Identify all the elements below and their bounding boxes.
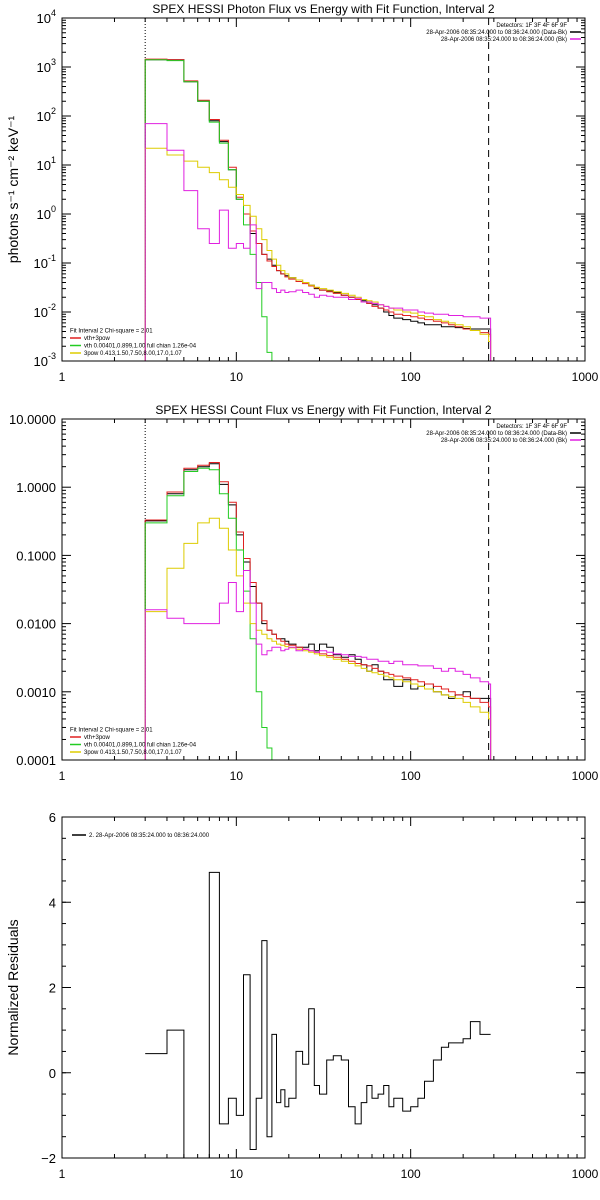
legend-text: Detectors: 1F 3F 4F 6F 9F bbox=[496, 424, 567, 430]
y-tick-label: 0.1000 bbox=[16, 548, 56, 563]
y-tick-label: 100 bbox=[37, 204, 56, 222]
x-tick-label: 10 bbox=[230, 769, 244, 783]
x-tick-label: 1 bbox=[59, 370, 66, 384]
x-tick-label: 1 bbox=[59, 1167, 66, 1181]
series-line bbox=[144, 59, 273, 361]
y-tick-label: 104 bbox=[37, 8, 56, 26]
x-tick-label: 1000 bbox=[572, 1167, 599, 1181]
x-tick-label: 1 bbox=[59, 769, 66, 783]
plot-frame bbox=[61, 816, 586, 1159]
legend-text: 28-Apr-2006 08:35:24.000 to 08:36:24.000… bbox=[426, 30, 567, 36]
y-tick-label: 101 bbox=[37, 155, 56, 173]
y-tick-label: 0.0100 bbox=[16, 617, 56, 632]
x-tick-label: 100 bbox=[401, 370, 421, 384]
chart-title: SPEX HESSI Photon Flux vs Energy with Fi… bbox=[152, 2, 494, 16]
legend-text: vth+3pow bbox=[84, 336, 111, 342]
chart-panel-2: SPEX HESSI Count Flux vs Energy with Fit… bbox=[9, 403, 599, 783]
y-tick-label: 0.0010 bbox=[16, 685, 56, 700]
y-tick-label: 0 bbox=[49, 1066, 56, 1081]
legend-text: 2. 28-Apr-2006 08:35:24.000 to 08:36:24.… bbox=[89, 833, 210, 839]
chart-panel-3: 1 10 100 1000 −2 0 2 4 6 Normalized Residuals 2. 2… bbox=[5, 810, 599, 1181]
series-line bbox=[145, 871, 491, 1158]
y-tick-label: 4 bbox=[49, 895, 56, 910]
y-axis-label: photons s⁻¹ cm⁻² keV⁻¹ bbox=[5, 115, 21, 263]
plot-frame bbox=[61, 418, 586, 761]
series-line bbox=[144, 467, 275, 760]
y-tick-label: 10.0000 bbox=[9, 412, 56, 427]
legend-text: 28-Apr-2006 08:35:24.000 to 08:36:24.000… bbox=[441, 37, 567, 43]
x-tick-label: 10 bbox=[230, 370, 244, 384]
legend-text: 28-Apr-2006 08:35:24.000 to 08:36:24.000… bbox=[441, 438, 567, 444]
series-line bbox=[144, 147, 492, 361]
series-line bbox=[144, 517, 492, 760]
legend-text: Fit Interval 2 Chi-square = 2.01 bbox=[70, 728, 153, 734]
y-tick-label: 6 bbox=[49, 810, 56, 825]
legend-text: 3pow 0.413,1.50,7.50,8.00,17.0,1.07 bbox=[84, 351, 182, 357]
legend-text: vth+3pow bbox=[84, 735, 111, 741]
series-line bbox=[144, 462, 492, 760]
y-tick-label: 102 bbox=[37, 106, 56, 124]
x-tick-label: 100 bbox=[401, 769, 421, 783]
x-tick-label: 100 bbox=[401, 1167, 421, 1181]
y-tick-label: 10-2 bbox=[34, 302, 56, 320]
plot-frame bbox=[61, 17, 586, 362]
chart-title: SPEX HESSI Count Flux vs Energy with Fit… bbox=[155, 403, 491, 417]
x-tick-label: 1000 bbox=[572, 370, 599, 384]
y-tick-label: −2 bbox=[41, 1151, 56, 1166]
legend-text: Fit Interval 2 Chi-square = 2.01 bbox=[70, 329, 153, 335]
chart-panel-1: SPEX HESSI Photon Flux vs Energy with Fi… bbox=[5, 2, 599, 384]
y-tick-label: 10-1 bbox=[34, 253, 56, 271]
y-tick-label: 0.0001 bbox=[16, 753, 56, 768]
y-tick-label: 2 bbox=[49, 981, 56, 996]
series-line bbox=[144, 58, 492, 361]
series-line bbox=[144, 570, 492, 760]
series-line bbox=[144, 463, 492, 760]
legend-text: vth 0.00401,0.899,1.00 full chian 1.26e-… bbox=[84, 344, 197, 350]
legend-text: 28-Apr-2006 08:35:24.000 to 08:36:24.000… bbox=[426, 431, 567, 437]
series-line bbox=[144, 123, 492, 361]
x-tick-label: 10 bbox=[230, 1167, 244, 1181]
y-tick-label: 1.0000 bbox=[16, 480, 56, 495]
x-tick-label: 1000 bbox=[572, 769, 599, 783]
y-tick-label: 103 bbox=[37, 57, 56, 75]
y-axis-label: Normalized Residuals bbox=[5, 919, 21, 1055]
legend-text: Detectors: 1F 3F 4F 6F 9F bbox=[496, 23, 567, 29]
y-tick-label: 10-3 bbox=[34, 351, 56, 369]
legend-text: 3pow 0.413,1.50,7.50,8.00,17.0,1.07 bbox=[84, 750, 182, 756]
legend-text: vth 0.00401,0.899,1.00 full chian 1.26e-… bbox=[84, 743, 197, 749]
